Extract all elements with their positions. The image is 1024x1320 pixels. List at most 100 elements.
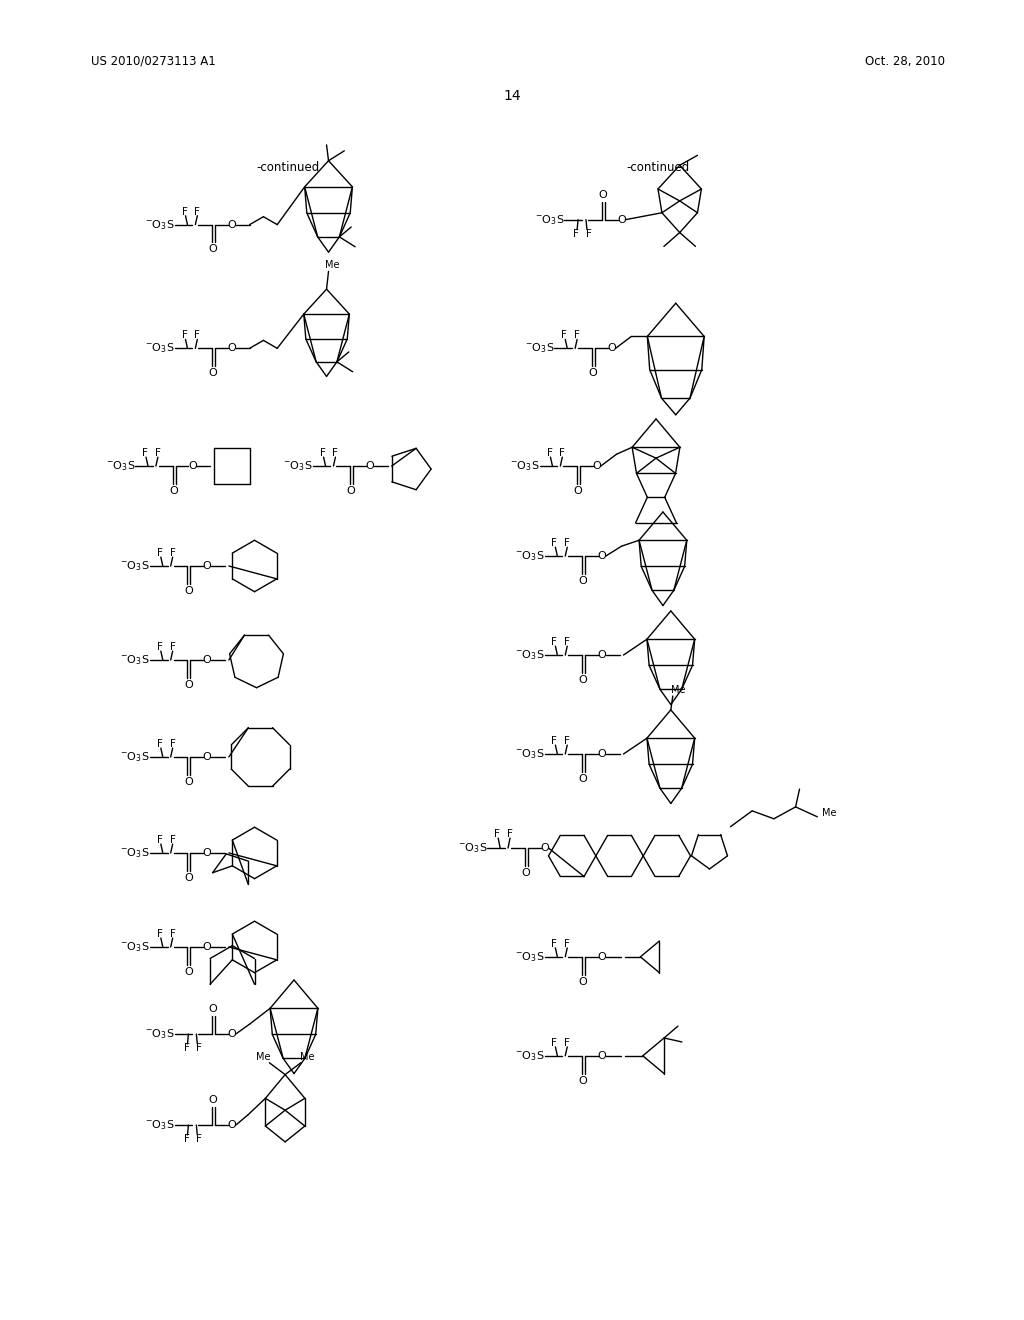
Text: O: O bbox=[184, 966, 193, 977]
Text: O: O bbox=[589, 368, 597, 378]
Text: $^{-}$O$_3$S: $^{-}$O$_3$S bbox=[145, 342, 175, 355]
Text: F: F bbox=[195, 330, 201, 341]
Text: O: O bbox=[184, 680, 193, 690]
Text: $^{-}$O$_3$S: $^{-}$O$_3$S bbox=[515, 1049, 545, 1063]
Text: O: O bbox=[366, 461, 375, 471]
Text: F: F bbox=[564, 539, 570, 548]
Text: O: O bbox=[617, 215, 626, 224]
Text: F: F bbox=[552, 939, 557, 949]
Text: O: O bbox=[573, 486, 583, 496]
Text: F: F bbox=[495, 829, 500, 840]
Text: O: O bbox=[209, 1096, 217, 1105]
Text: $^{-}$O$_3$S: $^{-}$O$_3$S bbox=[121, 846, 150, 859]
Text: O: O bbox=[227, 1121, 237, 1130]
Text: F: F bbox=[564, 737, 570, 746]
Text: $^{-}$O$_3$S: $^{-}$O$_3$S bbox=[145, 1027, 175, 1041]
Text: F: F bbox=[157, 739, 163, 750]
Text: $^{-}$O$_3$S: $^{-}$O$_3$S bbox=[515, 549, 545, 564]
Text: $^{-}$O$_3$S: $^{-}$O$_3$S bbox=[145, 1118, 175, 1133]
Text: $^{-}$O$_3$S: $^{-}$O$_3$S bbox=[105, 459, 135, 473]
Text: F: F bbox=[552, 737, 557, 746]
Text: O: O bbox=[227, 1030, 237, 1039]
Text: O: O bbox=[203, 561, 212, 572]
Text: 14: 14 bbox=[503, 88, 521, 103]
Text: Me: Me bbox=[672, 685, 686, 696]
Text: $^{-}$O$_3$S: $^{-}$O$_3$S bbox=[515, 747, 545, 760]
Text: O: O bbox=[347, 486, 355, 496]
Text: F: F bbox=[157, 836, 163, 845]
Text: O: O bbox=[607, 343, 616, 354]
Text: F: F bbox=[183, 1134, 189, 1144]
Text: $^{-}$O$_3$S: $^{-}$O$_3$S bbox=[515, 950, 545, 964]
Text: $^{-}$O$_3$S: $^{-}$O$_3$S bbox=[525, 342, 554, 355]
Text: $^{-}$O$_3$S: $^{-}$O$_3$S bbox=[284, 459, 312, 473]
Text: O: O bbox=[541, 843, 549, 853]
Text: $^{-}$O$_3$S: $^{-}$O$_3$S bbox=[458, 841, 487, 855]
Text: O: O bbox=[597, 649, 606, 660]
Text: F: F bbox=[157, 548, 163, 558]
Text: O: O bbox=[209, 368, 217, 378]
Text: F: F bbox=[574, 330, 580, 341]
Text: F: F bbox=[197, 1134, 202, 1144]
Text: O: O bbox=[169, 486, 178, 496]
Text: O: O bbox=[521, 867, 530, 878]
Text: F: F bbox=[552, 539, 557, 548]
Text: -continued: -continued bbox=[627, 161, 689, 174]
Text: O: O bbox=[579, 1076, 588, 1085]
Text: F: F bbox=[573, 228, 579, 239]
Text: F: F bbox=[586, 228, 592, 239]
Text: F: F bbox=[155, 449, 161, 458]
Text: F: F bbox=[507, 829, 513, 840]
Text: F: F bbox=[195, 207, 201, 216]
Text: US 2010/0273113 A1: US 2010/0273113 A1 bbox=[91, 55, 215, 67]
Text: O: O bbox=[203, 847, 212, 858]
Text: F: F bbox=[157, 642, 163, 652]
Text: O: O bbox=[184, 776, 193, 787]
Text: F: F bbox=[181, 207, 187, 216]
Text: O: O bbox=[593, 461, 601, 471]
Text: O: O bbox=[598, 190, 607, 199]
Text: F: F bbox=[170, 836, 175, 845]
Text: $^{-}$O$_3$S: $^{-}$O$_3$S bbox=[515, 648, 545, 661]
Text: F: F bbox=[564, 939, 570, 949]
Text: O: O bbox=[209, 1005, 217, 1014]
Text: O: O bbox=[209, 244, 217, 255]
Text: O: O bbox=[579, 977, 588, 986]
Text: Me: Me bbox=[256, 1052, 270, 1061]
Text: F: F bbox=[547, 449, 552, 458]
Text: O: O bbox=[203, 942, 212, 952]
Text: $^{-}$O$_3$S: $^{-}$O$_3$S bbox=[510, 459, 540, 473]
Text: F: F bbox=[170, 548, 175, 558]
Text: Me: Me bbox=[300, 1052, 314, 1061]
Text: Oct. 28, 2010: Oct. 28, 2010 bbox=[865, 55, 945, 67]
Text: F: F bbox=[333, 449, 338, 458]
Text: O: O bbox=[597, 952, 606, 962]
Text: F: F bbox=[561, 330, 567, 341]
Text: $^{-}$O$_3$S: $^{-}$O$_3$S bbox=[535, 213, 564, 227]
Text: O: O bbox=[203, 752, 212, 762]
Text: F: F bbox=[183, 1043, 189, 1053]
Text: F: F bbox=[552, 1038, 557, 1048]
Text: -continued: -continued bbox=[256, 161, 319, 174]
Text: F: F bbox=[564, 1038, 570, 1048]
Text: F: F bbox=[181, 330, 187, 341]
Text: F: F bbox=[552, 638, 557, 647]
Text: O: O bbox=[579, 774, 588, 784]
Text: O: O bbox=[597, 1051, 606, 1061]
Text: $^{-}$O$_3$S: $^{-}$O$_3$S bbox=[121, 940, 150, 954]
Text: O: O bbox=[227, 219, 237, 230]
Text: F: F bbox=[564, 638, 570, 647]
Text: F: F bbox=[170, 642, 175, 652]
Text: O: O bbox=[227, 343, 237, 354]
Text: O: O bbox=[184, 873, 193, 883]
Text: O: O bbox=[597, 748, 606, 759]
Text: $^{-}$O$_3$S: $^{-}$O$_3$S bbox=[121, 750, 150, 764]
Text: F: F bbox=[319, 449, 326, 458]
Text: $^{-}$O$_3$S: $^{-}$O$_3$S bbox=[121, 560, 150, 573]
Text: O: O bbox=[579, 576, 588, 586]
Text: $^{-}$O$_3$S: $^{-}$O$_3$S bbox=[145, 218, 175, 231]
Text: Me: Me bbox=[822, 808, 837, 818]
Text: O: O bbox=[188, 461, 197, 471]
Text: O: O bbox=[184, 586, 193, 595]
Text: $^{-}$O$_3$S: $^{-}$O$_3$S bbox=[121, 653, 150, 667]
